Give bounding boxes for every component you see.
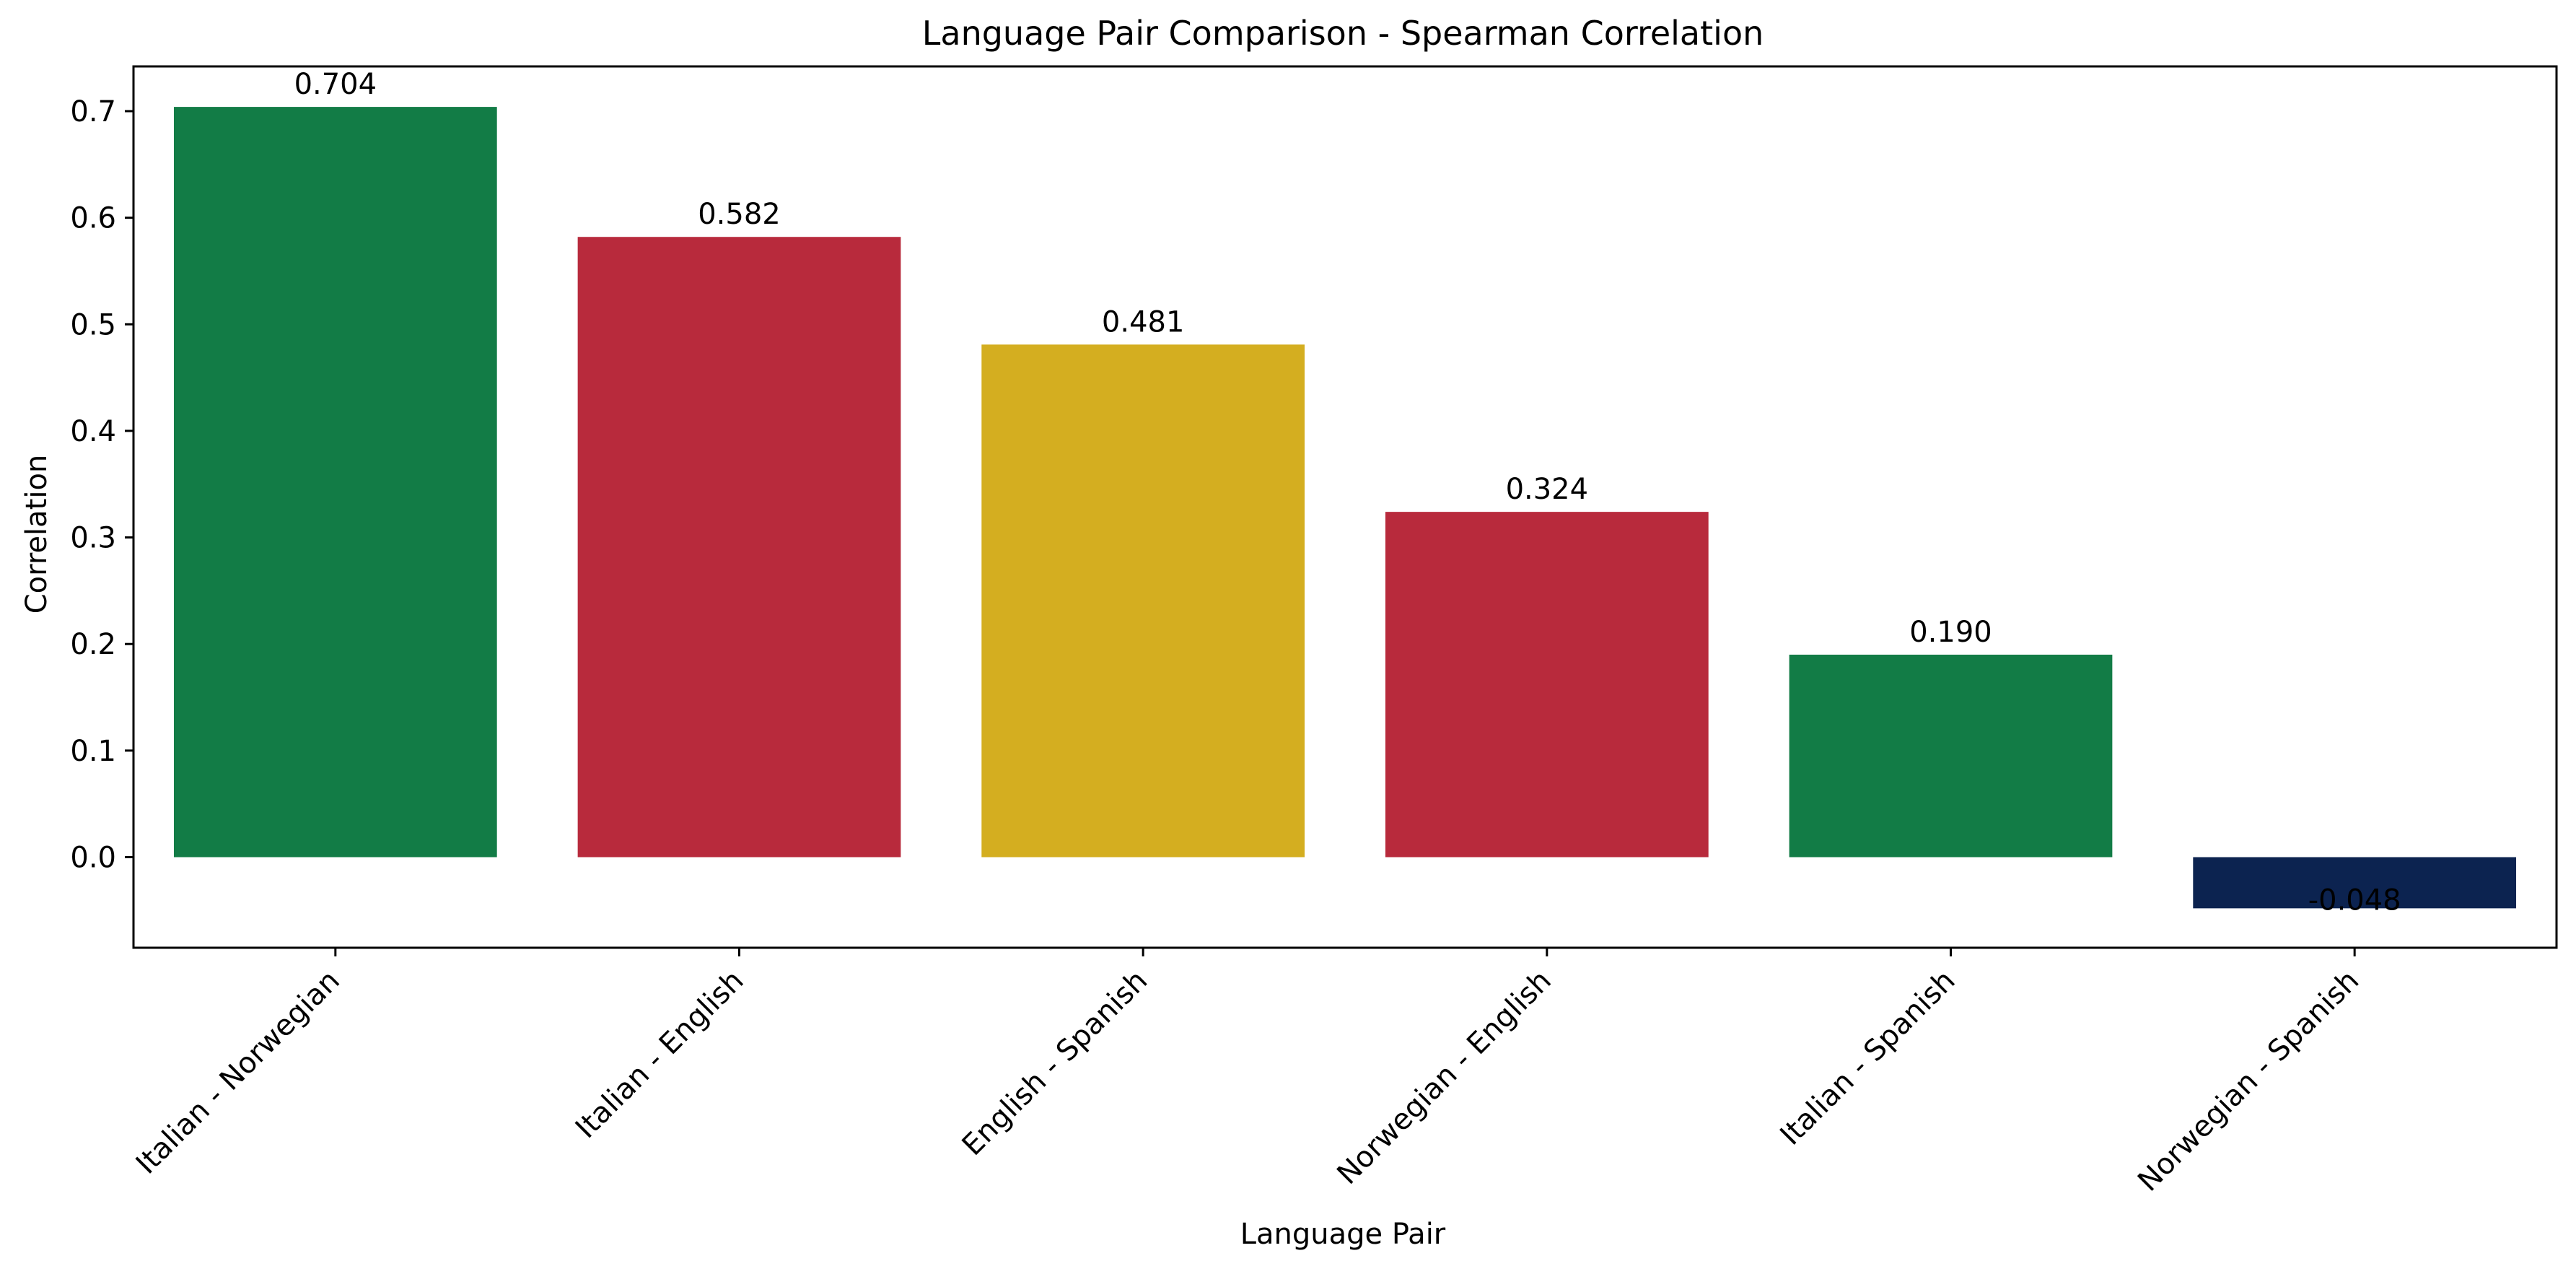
y-tick-label-0: 0.0	[70, 842, 116, 875]
bar-0	[173, 107, 497, 858]
x-tick-label-2: English - Spanish	[956, 964, 1155, 1163]
plot-frame	[132, 65, 2558, 949]
bar-2	[981, 344, 1305, 858]
y-tick-label-5: 0.5	[70, 308, 116, 341]
plot-area: 0.704 0.582 0.481 0.324 0.190 -0.048 0.0 0.1 0.2…	[70, 65, 2558, 1198]
bar-value-label-4: 0.190	[1909, 616, 1992, 649]
bar-value-label-5: -0.048	[2308, 883, 2401, 917]
bar-3	[1385, 512, 1709, 858]
x-tick-label-0: Italian - Norwegian	[130, 964, 346, 1181]
y-tick-label-1: 0.1	[70, 735, 116, 768]
bar-value-label-0: 0.704	[294, 68, 377, 101]
bar-value-label-3: 0.324	[1506, 473, 1589, 506]
bar-value-label-2: 0.481	[1102, 305, 1185, 339]
x-tick-label-4: Italian - Spanish	[1774, 964, 1961, 1152]
x-tick-label-3: Norwegian - English	[1331, 964, 1558, 1192]
chart-title: Language Pair Comparison - Spearman Corr…	[922, 14, 1764, 53]
bar-4	[1789, 654, 2113, 858]
bar-5	[2193, 857, 2517, 909]
y-axis-label: Correlation	[20, 455, 53, 614]
y-tick-label-6: 0.6	[70, 202, 116, 235]
bar-1	[577, 237, 901, 858]
bar-value-label-1: 0.582	[698, 198, 781, 231]
y-tick-label-4: 0.4	[70, 415, 116, 448]
y-tick-label-3: 0.3	[70, 522, 116, 555]
x-axis-label: Language Pair	[1240, 1218, 1446, 1251]
x-tick-label-1: Italian - English	[569, 964, 750, 1146]
y-tick-label-7: 0.7	[70, 95, 116, 128]
x-tick-label-5: Norwegian - Spanish	[2132, 964, 2365, 1198]
y-tick-label-2: 0.2	[70, 628, 116, 661]
